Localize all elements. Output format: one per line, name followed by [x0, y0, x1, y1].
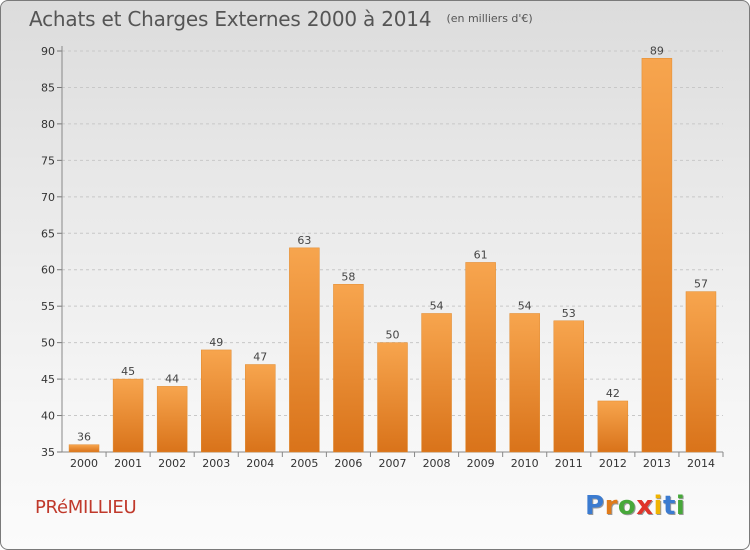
y-tick-label: 75 [41, 154, 55, 167]
logo-letter: x [636, 491, 654, 521]
bar [112, 378, 144, 453]
bar-value-label: 54 [518, 299, 532, 312]
y-tick-label: 70 [41, 191, 55, 204]
x-tick-label: 2000 [70, 457, 98, 470]
y-tick-label: 80 [41, 118, 55, 131]
bar-value-label: 53 [562, 307, 576, 320]
bar [641, 58, 673, 453]
chart-unit-note: (en milliers d'€) [446, 12, 533, 25]
bar [156, 386, 188, 453]
x-tick-label: 2012 [599, 457, 627, 470]
bar-value-label: 49 [209, 336, 223, 349]
x-tick-label: 2011 [555, 457, 583, 470]
y-tick-label: 40 [41, 410, 55, 423]
bar-value-label: 89 [650, 44, 664, 57]
bars [68, 58, 717, 453]
bar-value-label: 57 [694, 278, 708, 291]
bar [377, 342, 408, 453]
bar-value-label: 42 [606, 387, 620, 400]
logo-letter: t [662, 491, 676, 521]
bar-value-label: 61 [474, 248, 488, 261]
x-tick-label: 2008 [423, 457, 451, 470]
y-tick-label: 55 [41, 300, 55, 313]
bar-value-label: 50 [386, 329, 400, 342]
bar [333, 284, 364, 453]
bar [421, 313, 452, 453]
bar [509, 313, 540, 453]
bar-value-label: 36 [77, 431, 91, 444]
x-tick-label: 2007 [379, 457, 407, 470]
x-tick-label: 2002 [158, 457, 186, 470]
x-tick-label: 2005 [290, 457, 318, 470]
bar [465, 262, 496, 453]
proxiti-logo[interactable]: Proxiti [585, 491, 685, 521]
y-tick-label: 60 [41, 264, 55, 277]
y-tick-label: 35 [41, 446, 55, 459]
y-tick-label: 90 [41, 45, 55, 58]
x-tick-label: 2004 [246, 457, 274, 470]
logo-letter: P [585, 491, 605, 521]
bar [245, 364, 276, 453]
bar-value-label: 45 [121, 365, 135, 378]
logo-letter: i [653, 491, 663, 521]
x-tick-label: 2009 [467, 457, 495, 470]
logo-letter: o [617, 491, 637, 521]
x-tick-label: 2014 [687, 457, 715, 470]
x-tick-label: 2006 [334, 457, 362, 470]
chart-title-text: Achats et Charges Externes 2000 à 2014 [29, 7, 432, 31]
y-tick-label: 65 [41, 227, 55, 240]
x-tick-label: 2010 [511, 457, 539, 470]
bar [685, 291, 717, 453]
y-tick-label: 45 [41, 373, 55, 386]
bar-value-label: 58 [341, 270, 355, 283]
commune-name: PRéMILLIEU [35, 497, 137, 518]
bar [201, 349, 232, 453]
bar-value-label: 63 [297, 234, 311, 247]
bar [597, 400, 629, 453]
y-tick-label: 85 [41, 81, 55, 94]
bar [553, 320, 584, 453]
logo-letter: i [675, 491, 686, 521]
bar-value-label: 44 [165, 372, 179, 385]
bar [289, 247, 320, 453]
bar-value-label: 47 [253, 351, 267, 364]
chart-title: Achats et Charges Externes 2000 à 2014 (… [29, 7, 533, 31]
bar [68, 444, 100, 453]
bar-value-label: 54 [430, 299, 444, 312]
data-labels: 36 45 44 49 47 63 58 50 54 61 54 53 42 89 57 [77, 44, 708, 443]
x-tick-label: 2003 [202, 457, 230, 470]
x-tick-label: 2013 [643, 457, 671, 470]
y-tick-label: 50 [41, 337, 55, 350]
logo-letter: r [604, 491, 618, 521]
x-tick-label: 2001 [114, 457, 142, 470]
